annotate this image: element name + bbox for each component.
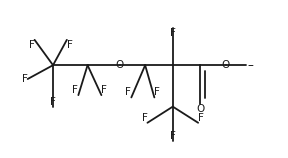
Text: F: F: [73, 85, 78, 95]
Text: F: F: [170, 131, 176, 141]
Text: O: O: [116, 60, 124, 70]
Text: F: F: [170, 28, 176, 38]
Text: F: F: [126, 87, 131, 97]
Text: F: F: [101, 85, 107, 95]
Text: F: F: [22, 74, 28, 84]
Text: O: O: [222, 60, 230, 70]
Text: F: F: [154, 87, 160, 97]
Text: F: F: [142, 113, 147, 123]
Text: F: F: [198, 113, 204, 123]
Text: O: O: [196, 104, 204, 114]
Text: F: F: [67, 40, 73, 50]
Text: F: F: [50, 97, 56, 107]
Text: –: –: [248, 59, 253, 72]
Text: F: F: [29, 40, 35, 50]
